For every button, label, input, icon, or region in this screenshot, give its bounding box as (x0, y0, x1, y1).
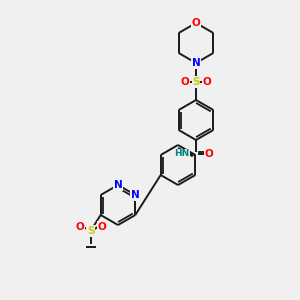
Text: HN: HN (174, 149, 190, 158)
Text: S: S (87, 226, 94, 236)
Text: N: N (192, 58, 200, 68)
Text: O: O (97, 222, 106, 232)
Text: S: S (192, 77, 200, 87)
Text: N: N (114, 180, 122, 190)
Text: O: O (75, 222, 84, 232)
Text: O: O (202, 77, 211, 87)
Text: O: O (192, 18, 200, 28)
Text: N: N (131, 190, 140, 200)
Text: O: O (181, 77, 189, 87)
Text: O: O (205, 149, 213, 159)
